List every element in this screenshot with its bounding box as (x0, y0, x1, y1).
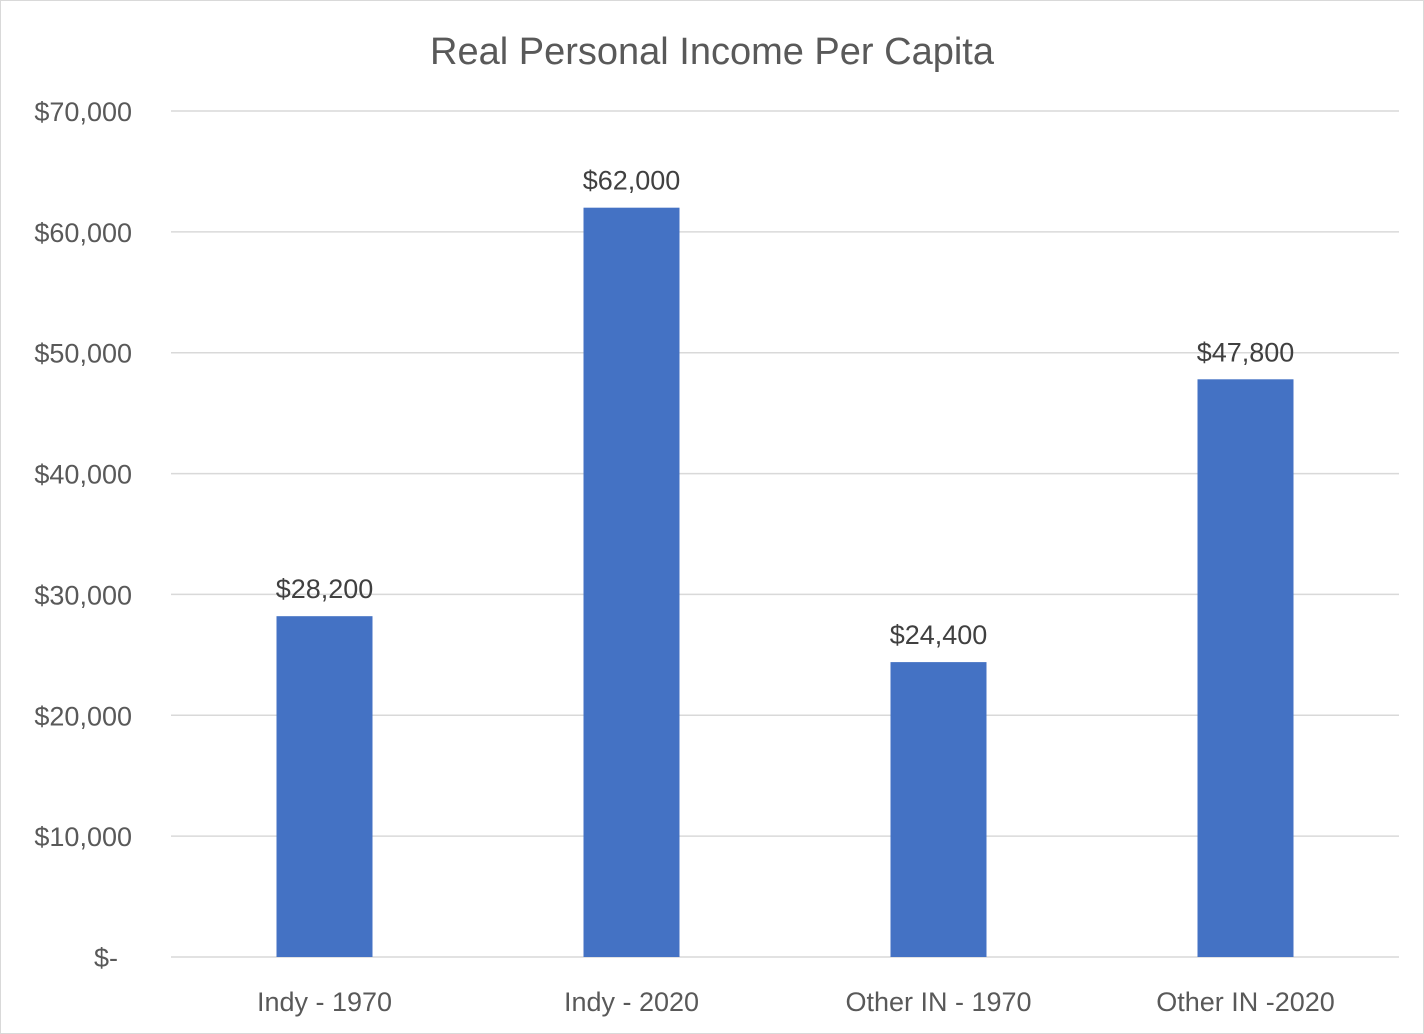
y-tick-label: $10,000 (34, 822, 132, 852)
bars (276, 207, 1294, 957)
x-category-label: Indy - 1970 (257, 987, 392, 1017)
y-tick-label: $- (94, 943, 118, 973)
x-category-label: Other IN -2020 (1156, 987, 1335, 1017)
x-axis-category-labels: Indy - 1970 Indy - 2020 Other IN - 1970 Oth… (257, 987, 1335, 1017)
y-tick-label: $60,000 (34, 218, 132, 248)
bar (583, 207, 680, 957)
bar (890, 662, 987, 957)
y-tick-label: $50,000 (34, 339, 132, 369)
data-labels: $28,200 $62,000 $24,400 $47,800 (276, 166, 1295, 650)
data-label: $28,200 (276, 574, 374, 604)
y-tick-label: $30,000 (34, 580, 132, 610)
gridlines (171, 110, 1399, 958)
x-category-label: Indy - 2020 (564, 987, 699, 1017)
data-label: $62,000 (583, 166, 681, 196)
x-category-label: Other IN - 1970 (845, 987, 1031, 1017)
bar (276, 616, 373, 957)
y-tick-label: $70,000 (34, 97, 132, 127)
y-tick-label: $40,000 (34, 460, 132, 490)
bar (1197, 379, 1294, 957)
y-axis-tick-labels: $- $10,000 $20,000 $30,000 $40,000 $50,000 $60… (34, 97, 132, 973)
data-label: $47,800 (1197, 337, 1295, 367)
y-tick-label: $20,000 (34, 701, 132, 731)
chart-title: Real Personal Income Per Capita (430, 31, 995, 73)
data-label: $24,400 (890, 620, 988, 650)
